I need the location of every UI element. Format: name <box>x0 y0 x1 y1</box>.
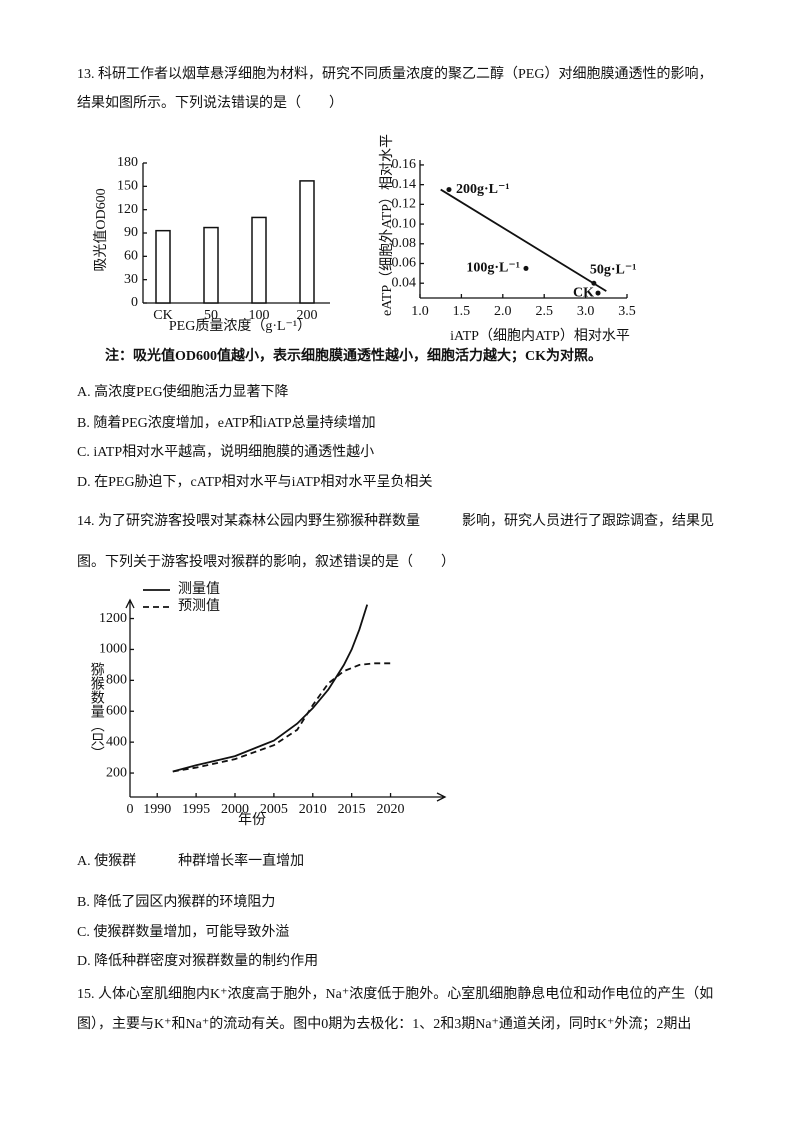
y-axis-label: 猕猴数量（只） <box>89 662 105 760</box>
option: A. 使猴群 种群增长率一直增加 <box>77 852 304 869</box>
y-tick-label: 0.16 <box>392 157 417 172</box>
x-tick-label: 1.5 <box>453 304 471 319</box>
point-label: 100g·L⁻¹ <box>466 261 520 276</box>
y-axis-label: eATP（细胞外ATP）相对水平 <box>379 134 395 316</box>
option: A. 高浓度PEG使细胞活力显著下降 <box>77 383 289 400</box>
option: D. 在PEG胁迫下，cATP相对水平与iATP相对水平呈负相关 <box>77 474 432 490</box>
option: C. iATP相对水平越高，说明细胞膜的通透性越小 <box>77 443 374 460</box>
y-tick-label: 180 <box>117 155 138 170</box>
x-tick-label: 2.5 <box>535 304 553 319</box>
stem-line: 14. 为了研究游客投喂对某森林公园内野生猕猴种群数量 影响，研究人员进行了跟踪… <box>77 512 714 529</box>
bar <box>299 180 315 304</box>
stem-line: 图），主要与K⁺和Na⁺的流动有关。图中0期为去极化：1、2和3期Na⁺通道关闭… <box>77 1016 691 1032</box>
x-tick-label: 2000 <box>221 802 249 817</box>
x-tick-label: 2005 <box>260 802 288 817</box>
option: C. 使猴群数量增加，可能导致外溢 <box>77 923 289 940</box>
y-tick-label: 30 <box>124 272 138 287</box>
x-tick-label: 2010 <box>299 802 327 817</box>
y-tick-label: 1000 <box>99 642 127 657</box>
trend-line <box>440 188 607 292</box>
legend-label: 预测值 <box>178 598 220 614</box>
y-tick-label: 0 <box>131 295 138 310</box>
y-tick-label: 200 <box>106 765 127 780</box>
y-tick-label: 0.12 <box>392 197 417 212</box>
scatter-chart: 0.04 0.06 0.08 0.10 0.12 0.14 0.16 1.0 1.5 2.0 2.5… <box>379 134 636 344</box>
point <box>595 290 601 296</box>
y-tick-label: 60 <box>124 249 138 264</box>
stem-line: 结果如图所示。下列说法错误的是（ ） <box>77 95 343 111</box>
x-arrow <box>436 792 447 802</box>
y-tick-label: 600 <box>106 703 127 718</box>
y-tick-label: 1200 <box>99 611 127 626</box>
y-tick-label: 400 <box>106 734 127 749</box>
question-13: 13. 科研工作者以烟草悬浮细胞为材料，研究不同质量浓度的聚乙二醇（PEG）对细… <box>77 65 712 490</box>
stem-line: 15. 人体心室肌细胞内K⁺浓度高于胞外，Na⁺浓度低于胞外。心室肌细胞静息电位… <box>77 985 713 1002</box>
stem-line: 13. 科研工作者以烟草悬浮细胞为材料，研究不同质量浓度的聚乙二醇（PEG）对细… <box>77 65 712 82</box>
x-tick-label: 3.5 <box>618 304 636 319</box>
x-axis-label: PEG质量浓度（g·L⁻¹） <box>169 318 311 334</box>
y-tick-label: 120 <box>117 202 138 217</box>
option: B. 随着PEG浓度增加，eATP和iATP总量持续增加 <box>77 414 376 431</box>
line-chart: 0 200 400 600 800 1000 1200 1990 1995 2000 2005 201… <box>89 581 447 828</box>
x-tick-label: 3.0 <box>577 304 595 319</box>
x-tick-label: 100 <box>249 308 270 323</box>
y-tick-label: 0.14 <box>392 177 417 192</box>
point <box>591 280 597 286</box>
note: 注：吸光值OD600值越小，表示细胞膜通透性越小，细胞活力越大；CK为对照。 <box>105 347 602 364</box>
data-line <box>172 662 391 773</box>
bar <box>203 226 219 304</box>
y-tick-label: 0.10 <box>392 216 417 231</box>
data-line <box>172 604 369 773</box>
y-tick-label: 0.04 <box>392 275 417 290</box>
option: D. 降低种群密度对猴群数量的制约作用 <box>77 952 318 969</box>
x-tick-label: 2020 <box>377 802 405 817</box>
point-label: 200g·L⁻¹ <box>456 182 510 197</box>
question-15: 15. 人体心室肌细胞内K⁺浓度高于胞外，Na⁺浓度低于胞外。心室肌细胞静息电位… <box>77 985 713 1032</box>
legend-label: 测量值 <box>178 581 220 597</box>
bar-chart: 0 30 60 90 120 150 180 CK 50 100 200PEG质量浓度（g·L⁻¹）… <box>93 155 330 334</box>
x-tick-label: 1995 <box>182 802 210 817</box>
x-tick-label: 200 <box>297 308 318 323</box>
x-axis-label: 年份 <box>238 812 266 828</box>
x-tick-label: 2.0 <box>494 304 512 319</box>
point <box>523 265 529 271</box>
question-14: 14. 为了研究游客投喂对某森林公园内野生猕猴种群数量 影响，研究人员进行了跟踪… <box>77 512 714 969</box>
bar <box>251 216 267 304</box>
x-tick-label: 1.0 <box>411 304 429 319</box>
y-axis-label: 吸光值OD600 <box>93 188 109 271</box>
origin-label: 0 <box>127 802 134 817</box>
x-tick-label: 50 <box>204 308 218 323</box>
x-tick-label: CK <box>153 308 172 323</box>
x-axis-label: iATP（细胞内ATP）相对水平 <box>450 328 630 344</box>
y-tick-label: 90 <box>124 225 138 240</box>
y-tick-label: 150 <box>117 179 138 194</box>
x-tick-label: 2015 <box>338 802 366 817</box>
y-tick-label: 0.08 <box>392 236 417 251</box>
option: B. 降低了园区内猴群的环境阻力 <box>77 894 275 910</box>
y-tick-label: 800 <box>106 673 127 688</box>
point-label: CK <box>573 285 594 300</box>
point-label: 50g·L⁻¹ <box>590 262 637 277</box>
bar <box>155 229 171 304</box>
point <box>446 187 452 193</box>
x-tick-label: 1990 <box>143 802 171 817</box>
y-arrow <box>125 598 135 609</box>
stem-line: 图。下列关于游客投喂对猴群的影响，叙述错误的是（ ） <box>77 553 455 570</box>
y-tick-label: 0.06 <box>392 256 417 271</box>
